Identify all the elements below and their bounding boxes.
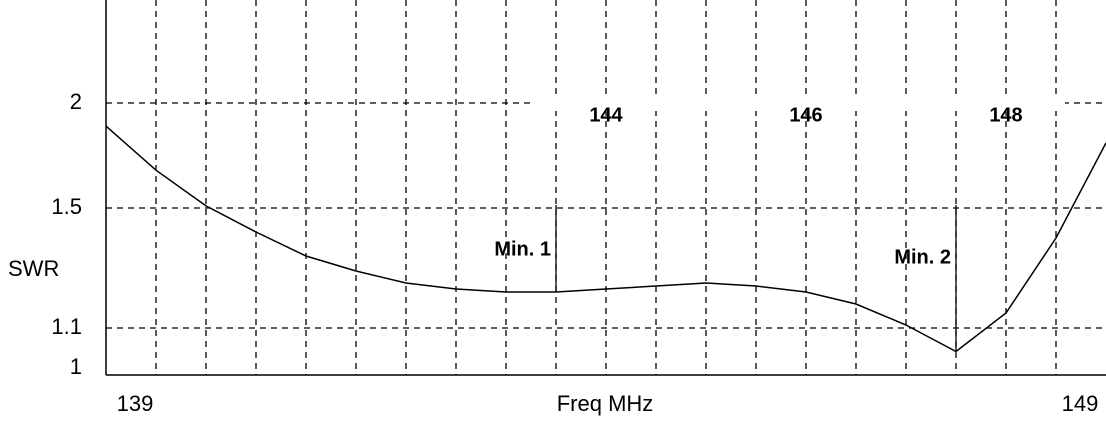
y-tick-label: 1.5 [51, 194, 82, 219]
minimum-label: Min. 2 [894, 246, 951, 268]
y-tick-label: 1.1 [51, 314, 82, 339]
label-backdrop [535, 95, 1065, 111]
y-axis-label: SWR [8, 256, 59, 281]
band-label: 146 [789, 104, 822, 126]
band-label: 148 [989, 104, 1022, 126]
x-axis-label: Freq MHz [557, 391, 654, 416]
y-tick-label: 1 [70, 354, 82, 379]
band-label: 144 [589, 104, 623, 126]
x-tick-label: 139 [117, 391, 154, 416]
minimum-label: Min. 1 [494, 238, 551, 260]
x-tick-label: 149 [1062, 391, 1099, 416]
series-line [105, 125, 1106, 353]
y-tick-label: 2 [70, 89, 82, 114]
